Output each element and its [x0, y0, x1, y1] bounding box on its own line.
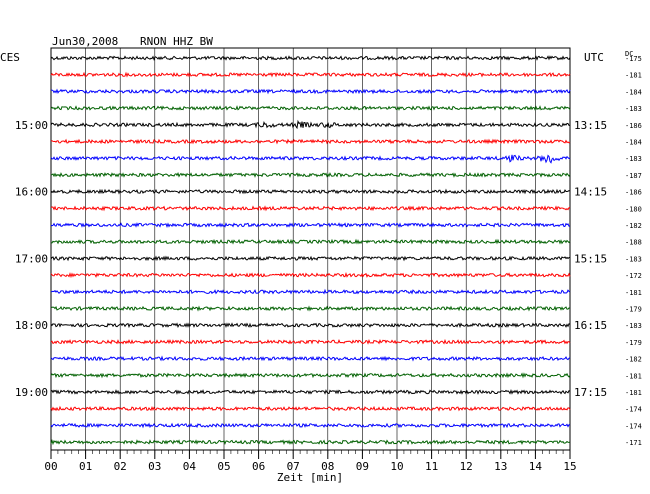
trace-20 [50, 389, 571, 395]
right-hour-label: 14:15 [574, 186, 607, 199]
dc-offset-label: -182 [625, 356, 642, 364]
x-tick-label: 02 [114, 460, 127, 473]
x-tick-label: 14 [529, 460, 543, 473]
right-hour-label: 15:15 [574, 252, 607, 265]
trace-23 [50, 438, 571, 446]
trace-11 [50, 238, 571, 245]
dc-offset-label: -183 [625, 105, 642, 113]
grid [50, 47, 571, 459]
trace-5 [50, 138, 571, 145]
right-hour-label: 16:15 [574, 319, 607, 332]
dc-offset-label: -179 [625, 306, 642, 314]
labels: Jun30,2008 RNON HHZ BW CES UTC DC Zeit [… [0, 35, 642, 484]
x-tick-label: 08 [321, 460, 334, 473]
x-tick-label: 15 [563, 460, 576, 473]
left-hour-label: 15:00 [15, 119, 48, 132]
left-hour-label: 16:00 [15, 186, 48, 199]
dc-label: DC [625, 50, 633, 58]
x-tick-label: 00 [44, 460, 57, 473]
dc-offset-label: -180 [625, 205, 642, 213]
dc-offset-label: -186 [625, 189, 642, 197]
dc-offset-label: -179 [625, 339, 642, 347]
dc-offset-label: -175 [625, 55, 642, 63]
dc-offset-label: -188 [625, 239, 642, 247]
trace-21 [50, 405, 571, 412]
seismic-traces [50, 55, 571, 446]
header-station: RNON HHZ BW [140, 35, 213, 48]
x-tick-label: 01 [79, 460, 92, 473]
x-tick-label: 09 [356, 460, 369, 473]
trace-13 [50, 272, 571, 279]
trace-17 [50, 338, 571, 345]
dc-offset-label: -183 [625, 155, 642, 163]
header-date: Jun30,2008 [52, 35, 118, 48]
x-tick-label: 05 [217, 460, 230, 473]
trace-9 [50, 205, 571, 212]
dc-offset-label: -174 [625, 406, 642, 414]
x-tick-label: 12 [460, 460, 473, 473]
dc-offset-label: -172 [625, 272, 642, 280]
x-tick-label: 04 [183, 460, 197, 473]
trace-16 [50, 322, 571, 329]
trace-12 [50, 255, 571, 262]
dc-offset-label: -181 [625, 372, 642, 380]
trace-22 [50, 422, 571, 429]
dc-offset-label: -183 [625, 322, 642, 330]
left-timezone-label: CES [0, 51, 20, 64]
trace-15 [50, 305, 571, 312]
left-hour-label: 17:00 [15, 252, 48, 265]
trace-7 [50, 172, 571, 178]
trace-14 [50, 288, 571, 295]
trace-6 [50, 154, 571, 164]
trace-8 [50, 188, 571, 195]
dc-offset-label: -174 [625, 422, 642, 430]
dc-offset-label: -181 [625, 72, 642, 80]
dc-offset-label: -181 [625, 289, 642, 297]
trace-10 [50, 222, 571, 228]
trace-4 [50, 119, 570, 130]
x-tick-label: 13 [494, 460, 507, 473]
left-hour-label: 19:00 [15, 386, 48, 399]
dc-offset-label: -182 [625, 222, 642, 230]
dc-offset-label: -183 [625, 255, 642, 263]
dc-offset-label: -187 [625, 172, 642, 180]
dc-offset-label: -171 [625, 439, 642, 447]
dc-offset-label: -181 [625, 389, 642, 397]
x-tick-label: 11 [425, 460, 438, 473]
dc-offset-label: -184 [625, 139, 642, 147]
dc-offset-label: -186 [625, 122, 642, 130]
x-tick-label: 10 [390, 460, 403, 473]
right-timezone-label: UTC [584, 51, 604, 64]
trace-1 [50, 71, 571, 78]
plot-frame [50, 47, 571, 451]
trace-2 [50, 88, 571, 95]
right-hour-label: 13:15 [574, 119, 607, 132]
x-tick-label: 03 [148, 460, 161, 473]
trace-18 [50, 355, 571, 362]
right-hour-label: 17:15 [574, 386, 607, 399]
x-tick-label: 06 [252, 460, 265, 473]
trace-19 [50, 372, 571, 379]
x-tick-label: 07 [287, 460, 300, 473]
dc-offset-label: -184 [625, 88, 642, 96]
x-axis-label: Zeit [min] [277, 471, 343, 484]
trace-3 [50, 105, 571, 111]
trace-0 [50, 55, 571, 61]
left-hour-label: 18:00 [15, 319, 48, 332]
